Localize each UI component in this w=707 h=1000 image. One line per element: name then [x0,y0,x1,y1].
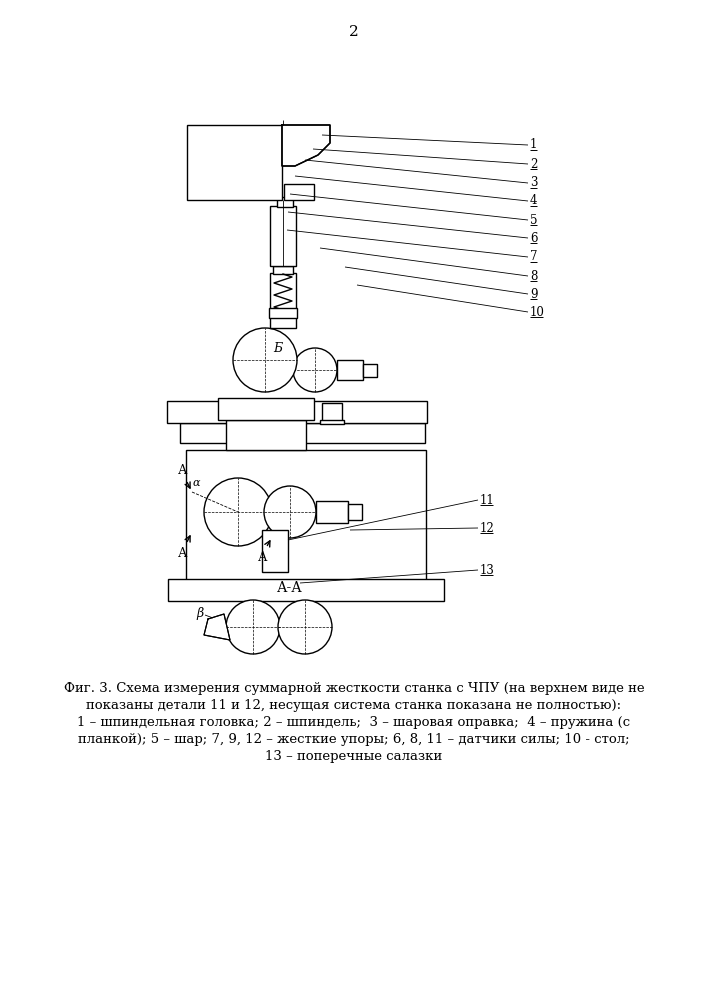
Bar [218,398,314,420]
Bar [262,530,288,572]
Text: 2: 2 [349,25,359,39]
Circle shape [226,600,280,654]
Circle shape [233,328,297,392]
Circle shape [204,478,272,546]
Bar [186,450,426,585]
Bar [270,273,296,328]
Text: 1 – шпиндельная головка; 2 – шпиндель;  3 – шаровая оправка;  4 – пружина (с: 1 – шпиндельная головка; 2 – шпиндель; 3… [78,716,631,729]
Bar [167,401,427,423]
Bar [337,360,363,380]
Text: 6: 6 [530,232,537,244]
Circle shape [264,486,316,538]
Text: 2: 2 [530,157,537,170]
Text: β: β [197,606,204,619]
Bar [284,184,314,200]
Text: А-А: А-А [277,581,303,595]
Text: Фиг. 3. Схема измерения суммарной жесткости станка с ЧПУ (на верхнем виде не: Фиг. 3. Схема измерения суммарной жестко… [64,682,644,695]
Bar [272,420,294,424]
Bar [180,423,425,443]
Text: 8: 8 [530,269,537,282]
Circle shape [293,348,337,392]
Bar [168,579,444,601]
Bar [322,403,342,421]
Text: 1: 1 [530,138,537,151]
Circle shape [278,600,332,654]
Text: А: А [258,551,268,564]
Text: 4: 4 [530,194,537,208]
Bar [187,125,282,200]
Text: 12: 12 [480,522,495,534]
Text: 9: 9 [530,288,537,300]
Text: 13 – поперечные салазки: 13 – поперечные салазки [265,750,443,763]
Polygon shape [204,614,230,640]
Bar [226,420,306,450]
Bar [316,501,348,523]
Bar [320,420,344,424]
Text: показаны детали 11 и 12, несущая система станка показана не полностью):: показаны детали 11 и 12, несущая система… [86,699,621,712]
Bar [363,364,377,377]
Bar [273,266,293,274]
Bar [274,403,292,421]
Text: А: А [178,464,188,477]
Text: 10: 10 [530,306,545,318]
Polygon shape [282,125,330,166]
Text: 13: 13 [480,564,495,576]
Text: 7: 7 [530,250,537,263]
Bar [269,308,297,318]
Text: 11: 11 [480,493,495,506]
Text: α: α [192,478,200,488]
Text: планкой); 5 – шар; 7, 9, 12 – жесткие упоры; 6, 8, 11 – датчики силы; 10 - стол;: планкой); 5 – шар; 7, 9, 12 – жесткие уп… [78,733,630,746]
Bar [270,206,296,266]
Text: 3: 3 [530,176,537,190]
Bar [277,197,293,207]
Text: Б: Б [274,342,283,355]
Text: 5: 5 [530,214,537,227]
Bar [348,504,362,520]
Text: А: А [178,547,188,560]
